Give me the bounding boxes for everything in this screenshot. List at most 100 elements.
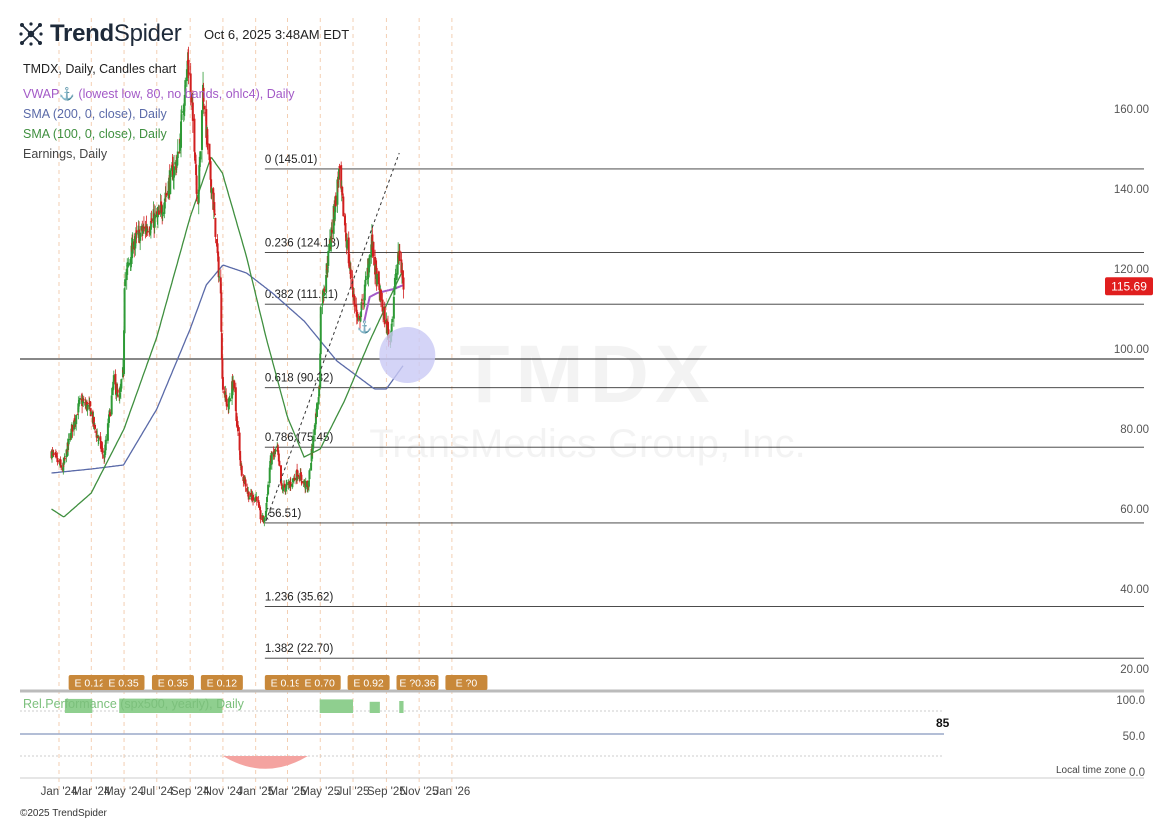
x-tick-label: Mar '24 (72, 786, 111, 798)
candle-body (328, 238, 331, 252)
candle-body (362, 302, 365, 304)
candle-body (272, 451, 275, 455)
candle-body (321, 290, 324, 302)
candle-body (107, 414, 110, 423)
x-tick-label: Nov '25 (400, 786, 439, 798)
last-price-tag (1105, 277, 1153, 296)
local-time-zone-label: Local time zone (1056, 765, 1127, 776)
candle-body (307, 485, 310, 488)
candle-body (145, 226, 148, 234)
x-tick-label: May '24 (104, 786, 145, 798)
candle-body (336, 182, 339, 184)
candle-body (171, 163, 174, 167)
candle-body (274, 450, 277, 452)
candle-body (52, 452, 55, 454)
legend-sma-100[interactable]: SMA (100, 0, close), Daily (23, 127, 167, 141)
candle-body (212, 188, 215, 210)
earnings-badge (264, 675, 307, 690)
legend-chart-title[interactable]: TMDX, Daily, Candles chart (23, 62, 177, 76)
candle-body (234, 387, 237, 411)
candle-body (164, 194, 167, 196)
candle-body (62, 462, 65, 471)
candle-body (332, 205, 335, 234)
candle-body (125, 268, 128, 281)
candle-body (213, 213, 216, 216)
candle-body (360, 311, 363, 317)
candle-body (195, 175, 198, 194)
earnings-markers[interactable]: E 0.12 E 0.35 E 0.35 E 0.12 E 0.19 E 0.70 E 0.… (20, 675, 1144, 693)
candle-body (346, 239, 349, 249)
fib-level-label: 1.382 (22.70) (265, 643, 334, 655)
candle-body (201, 110, 204, 114)
candle-body (131, 239, 134, 254)
moving-averages (51, 156, 404, 518)
candle-body (183, 94, 186, 106)
chart-timestamp: Oct 6, 2025 3:48AM EDT (204, 27, 350, 42)
candle-body (307, 480, 310, 487)
candle-body (193, 152, 196, 158)
candle-body (258, 506, 261, 508)
candle-body (101, 448, 104, 453)
candle-body (392, 296, 395, 319)
candle-body (213, 202, 216, 213)
candle-body (368, 266, 371, 268)
rel-perf-value: 85 (936, 716, 950, 730)
candle-body (297, 474, 300, 477)
earnings-badge (445, 675, 488, 690)
candle-body (229, 399, 232, 401)
fib-level-label: (56.51) (265, 508, 302, 520)
candle-body (337, 180, 340, 182)
candle-body (51, 451, 54, 453)
candle-body (338, 166, 341, 169)
candle-body (154, 214, 157, 219)
candle-body (233, 380, 236, 389)
candle-body (334, 195, 337, 207)
candle-body (160, 207, 163, 214)
candle-body (269, 461, 272, 470)
candle-body (70, 428, 73, 439)
y-tick-label: 160.00 (1114, 104, 1149, 116)
candle-body (180, 121, 183, 148)
candle-body (361, 299, 364, 301)
candle-body (80, 398, 83, 400)
candle-body (279, 465, 282, 484)
candle-body (187, 60, 190, 74)
candle-body (195, 164, 198, 176)
candle-body (277, 453, 280, 462)
candle-body (254, 497, 257, 499)
candle-body (163, 202, 166, 214)
candle-body (276, 447, 279, 451)
candle-body (139, 232, 142, 241)
candle-body (89, 408, 92, 417)
candle-body (114, 383, 117, 395)
candle-body (267, 484, 270, 495)
candle-body (225, 394, 228, 400)
rel-perf-tick-label: 50.0 (1123, 731, 1145, 743)
candle-body (205, 109, 208, 138)
candle-body (323, 289, 326, 291)
candle-body (381, 299, 384, 312)
candle-body (150, 218, 153, 223)
legend-earnings[interactable]: Earnings, Daily (23, 147, 108, 161)
legend-vwap[interactable]: VWAP⚓ (lowest low, 80, no bands, ohlc4),… (23, 87, 295, 101)
x-tick-label: Mar '25 (268, 786, 306, 798)
legend-sma-200[interactable]: SMA (200, 0, close), Daily (23, 107, 167, 121)
y-tick-label: 80.00 (1120, 424, 1149, 436)
candle-body (194, 159, 197, 164)
candle-body (90, 412, 93, 415)
fib-level-label: 0.236 (124.13) (265, 237, 340, 249)
candle-body (94, 425, 97, 429)
candle-body (63, 458, 66, 460)
candle-body (293, 477, 296, 480)
candle-body (302, 481, 305, 483)
sma-100-line (51, 156, 404, 518)
candle-body (217, 251, 220, 256)
candle-body (174, 162, 177, 165)
candle-body (99, 440, 102, 449)
price-axis: 20.00 40.00 60.00 80.00 100.00 120.00 140.00 16… (1114, 104, 1149, 676)
candle-body (127, 263, 130, 266)
candle-body (326, 267, 329, 269)
candle-body (190, 94, 193, 98)
candle-body (340, 165, 343, 189)
